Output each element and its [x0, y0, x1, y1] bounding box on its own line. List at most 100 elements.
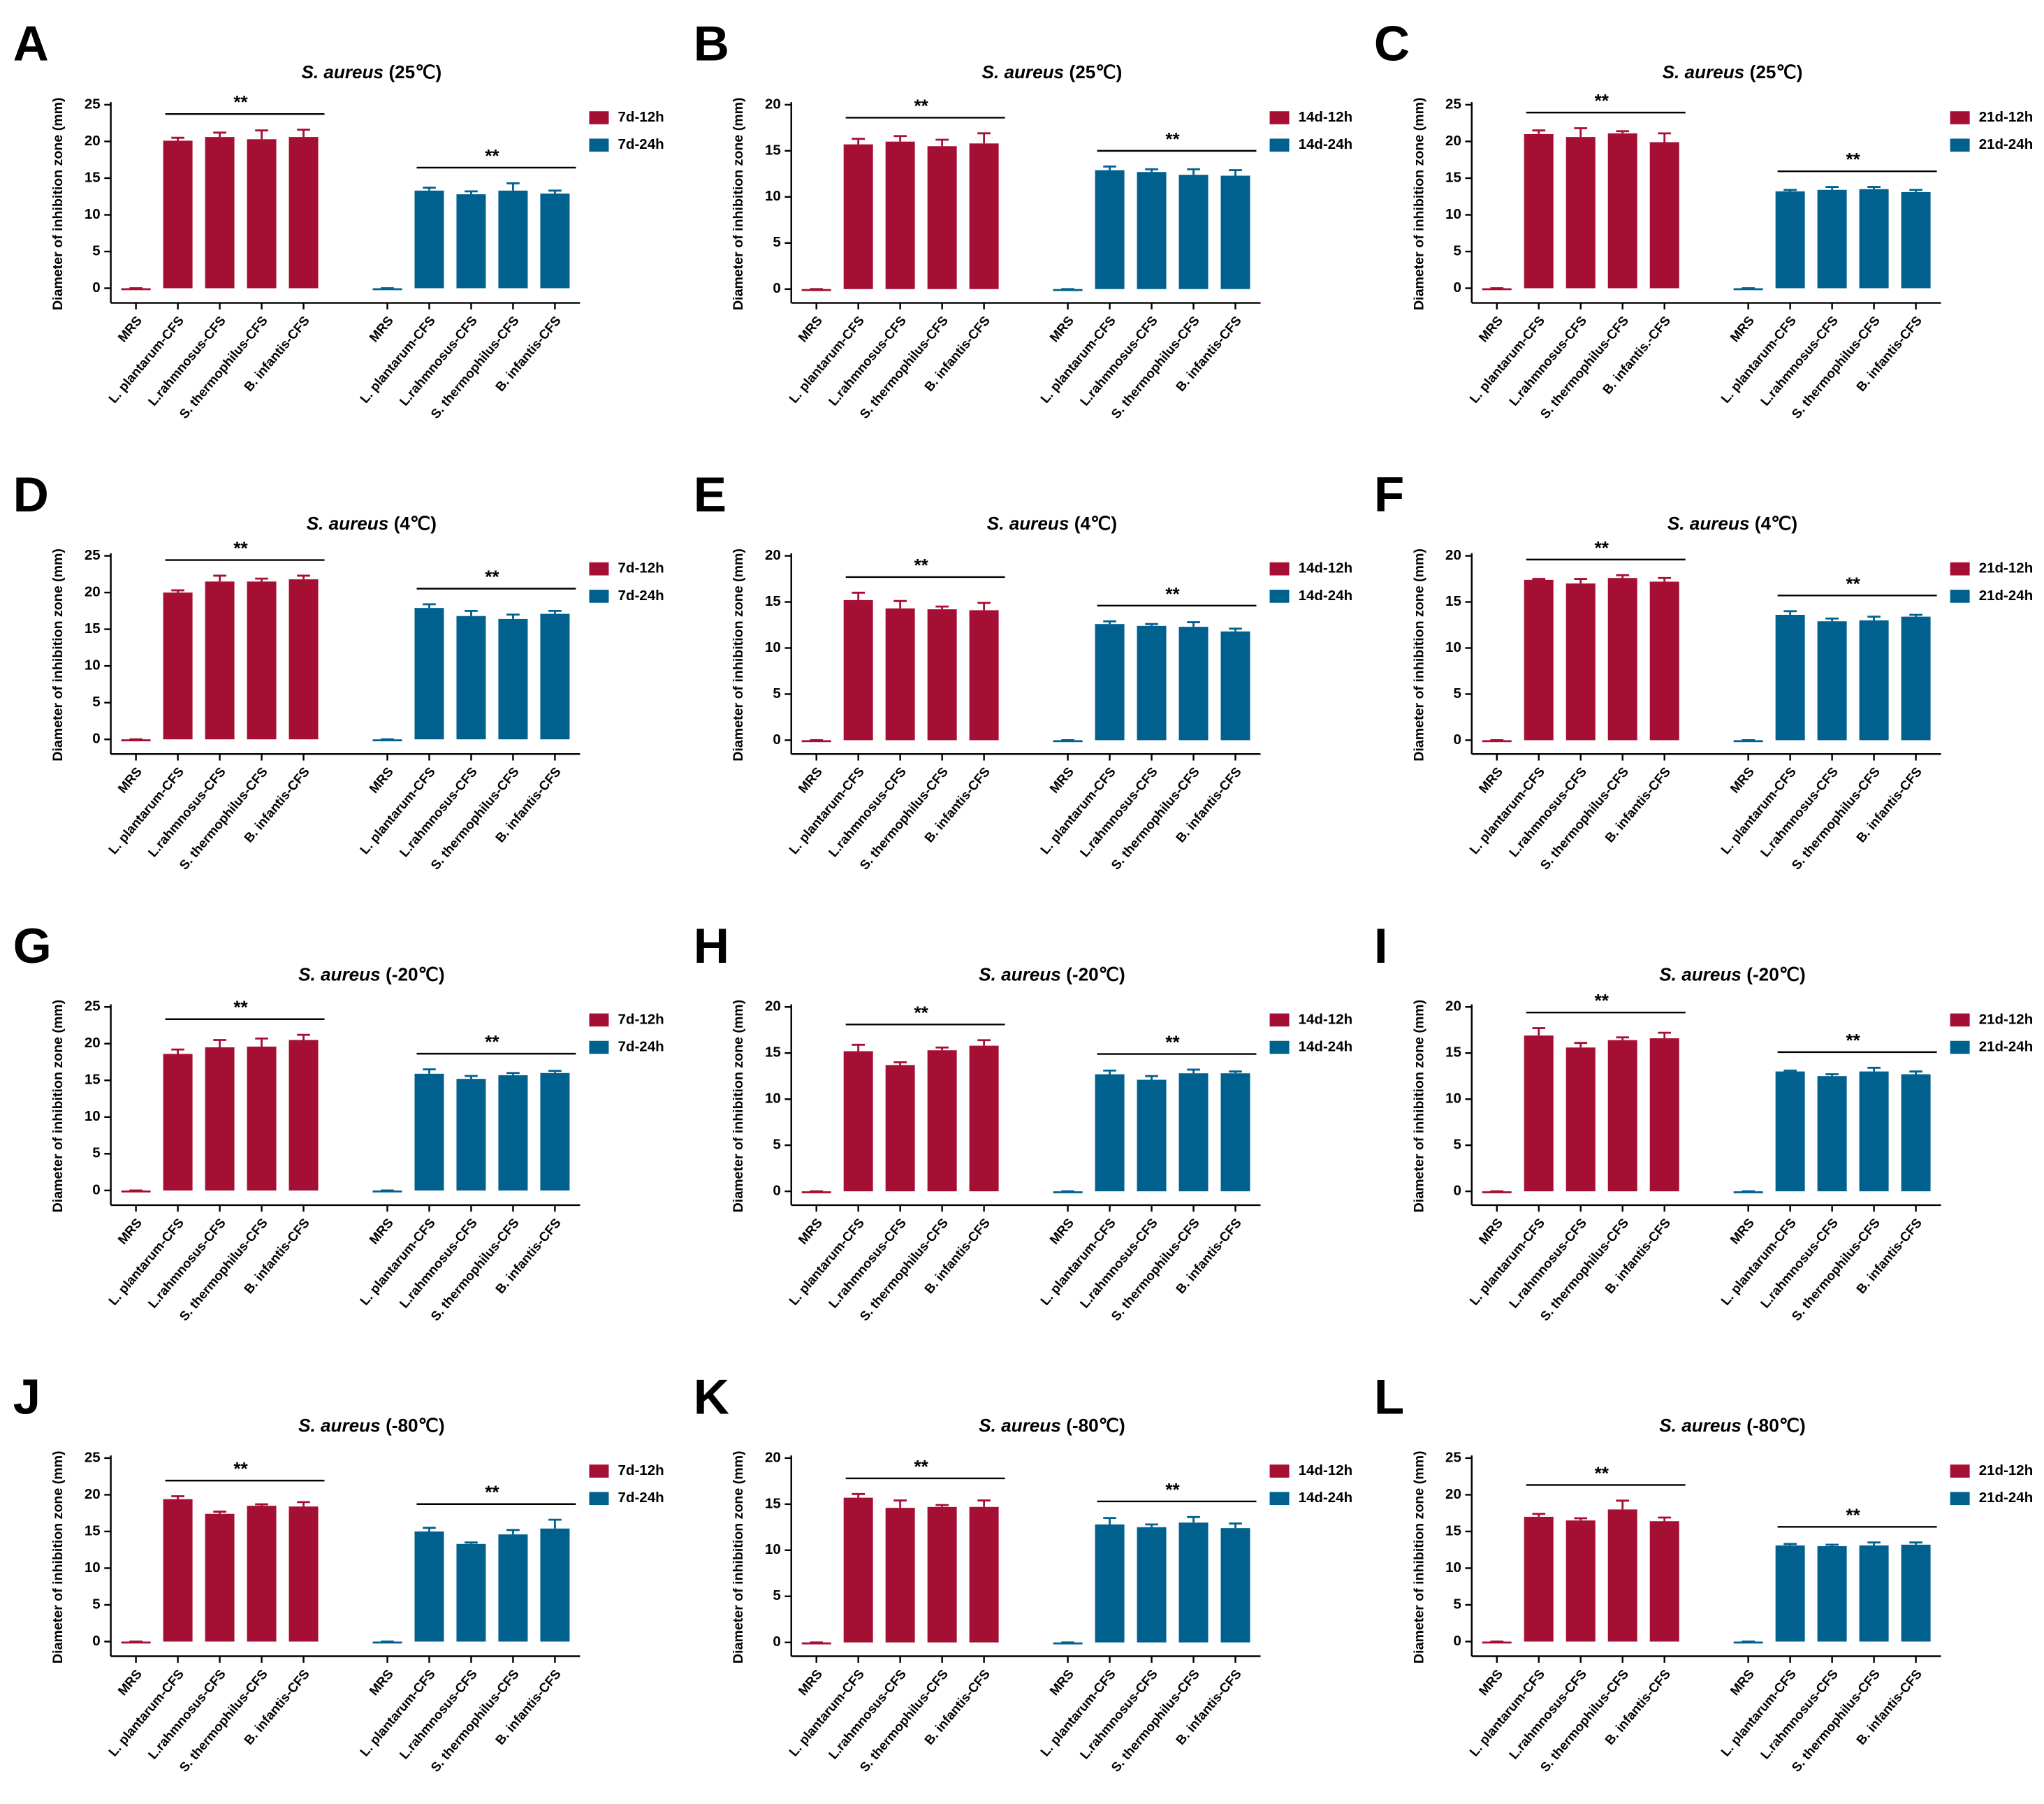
bar: [843, 144, 873, 289]
bar: [1607, 578, 1637, 741]
error-bar: [1229, 1522, 1242, 1529]
error-bar: [548, 1518, 562, 1529]
x-tick-label: L.rahmnosus-CFS: [1506, 313, 1589, 409]
x-tick-label: L.rahmnosus-CFS: [1077, 764, 1160, 860]
error-bar: [213, 1511, 226, 1514]
title-temperature: (4℃): [1074, 513, 1117, 534]
bar: [1607, 1040, 1637, 1192]
x-tick-label: L. plantarum-CFS: [1466, 764, 1547, 857]
significance-label: **: [1165, 583, 1180, 604]
y-tick-label: 5: [92, 242, 100, 259]
significance-label: **: [233, 92, 248, 112]
error-bar: [893, 1499, 907, 1508]
panel: C S. aureus (25℃) 0 5 10 15 20 25 Diameter of inh…: [1374, 17, 2033, 421]
legend-label: 21d-12h: [1979, 1462, 2034, 1478]
y-axis-label: Diameter of inhibition zone (mm): [50, 97, 66, 310]
bar: [1859, 189, 1889, 289]
y-tick-label: 25: [85, 547, 101, 563]
bar: [1901, 1074, 1931, 1192]
significance-label: **: [1846, 1030, 1860, 1051]
error-bar: [1783, 610, 1797, 615]
chart-title: S. aureus (25℃): [1663, 61, 1803, 82]
y-tick-label: 0: [92, 1181, 100, 1198]
y-tick-label: 15: [765, 142, 781, 158]
legend-label: 21d-12h: [1979, 560, 2034, 576]
bar: [1137, 172, 1167, 289]
bar: [205, 1047, 235, 1191]
bar: [1137, 1527, 1167, 1643]
error-bar: [465, 609, 478, 616]
bar: [1817, 1076, 1847, 1192]
significance-label: **: [1595, 537, 1609, 558]
chart-title: S. aureus (-20℃): [298, 963, 444, 984]
x-tick-label: MRS: [1727, 1666, 1757, 1698]
legend-swatch: [1950, 590, 1970, 603]
chart-title: S. aureus (4℃): [1667, 513, 1797, 534]
x-tick-label: L.rahmnosus-CFS: [826, 313, 909, 409]
significance-label: **: [233, 538, 248, 559]
y-tick-label: 20: [1445, 998, 1461, 1014]
y-tick-label: 10: [765, 1541, 781, 1557]
y-tick-label: 10: [765, 639, 781, 655]
y-tick-label: 10: [85, 1559, 101, 1576]
bar: [1607, 1509, 1637, 1642]
y-tick-label: 0: [773, 732, 780, 748]
error-bar: [1187, 621, 1200, 627]
x-tick-label: L.rahmnosus-CFS: [145, 1666, 228, 1762]
bar: [1565, 1520, 1596, 1642]
significance-label: **: [1165, 1479, 1180, 1500]
x-tick-label: MRS: [1475, 1666, 1505, 1698]
x-tick-label: L. plantarum-CFS: [105, 764, 187, 857]
x-tick-label: L. plantarum-CFS: [1466, 1215, 1547, 1308]
y-axis-label: Diameter of inhibition zone (mm): [731, 548, 746, 762]
chart-title: S. aureus (4℃): [307, 513, 437, 534]
error-bar: [1867, 186, 1881, 189]
bar: [1733, 740, 1763, 743]
panel-letter: A: [13, 17, 49, 72]
title-species: S. aureus: [1659, 1415, 1742, 1436]
panel-letter: G: [13, 919, 52, 974]
bar: [498, 190, 528, 289]
y-axis-label: Diameter of inhibition zone (mm): [50, 1000, 66, 1213]
chart-title: S. aureus (4℃): [987, 513, 1117, 534]
error-bar: [1616, 574, 1630, 579]
legend-label: 7d-12h: [618, 1462, 664, 1478]
error-bar: [1574, 1517, 1588, 1521]
bar: [456, 616, 486, 740]
legend-label: 7d-24h: [618, 1490, 664, 1506]
bar: [1901, 191, 1931, 289]
title-temperature: (-20℃): [386, 963, 444, 984]
legend-swatch: [1950, 1040, 1970, 1054]
x-tick-label: MRS: [1727, 1215, 1757, 1246]
y-tick-label: 10: [85, 1108, 101, 1124]
y-axis-label: Diameter of inhibition zone (mm): [731, 97, 746, 310]
bar: [1524, 579, 1554, 741]
legend-label: 7d-12h: [618, 1011, 664, 1027]
bar: [885, 141, 915, 289]
error-bar: [1103, 165, 1116, 170]
error-bar: [297, 129, 310, 138]
bar: [843, 599, 873, 741]
bar: [414, 1073, 444, 1191]
bar: [1095, 624, 1125, 741]
bar: [1220, 1528, 1250, 1643]
y-axis-label: Diameter of inhibition zone (mm): [1411, 1450, 1426, 1664]
title-temperature: (-80℃): [386, 1415, 444, 1436]
bar: [1220, 1073, 1250, 1192]
x-tick-label: MRS: [366, 313, 396, 344]
chart-title: S. aureus (25℃): [982, 61, 1123, 82]
legend-label: 7d-24h: [618, 136, 664, 152]
chart-title: S. aureus (-80℃): [979, 1415, 1125, 1436]
error-bar: [1658, 132, 1672, 143]
error-bar: [1658, 576, 1672, 582]
x-tick-label: L.rahmnosus-CFS: [1758, 1666, 1841, 1762]
x-tick-label: MRS: [795, 1666, 825, 1698]
error-bar: [1909, 1541, 1922, 1545]
bar: [205, 1513, 235, 1642]
y-tick-label: 25: [85, 96, 101, 112]
title-temperature: (-20℃): [1066, 963, 1125, 984]
bar: [1901, 1544, 1931, 1642]
x-tick-label: L. plantarum-CFS: [1466, 313, 1547, 406]
bar: [1859, 1071, 1889, 1192]
x-tick-label: MRS: [1046, 1215, 1076, 1246]
